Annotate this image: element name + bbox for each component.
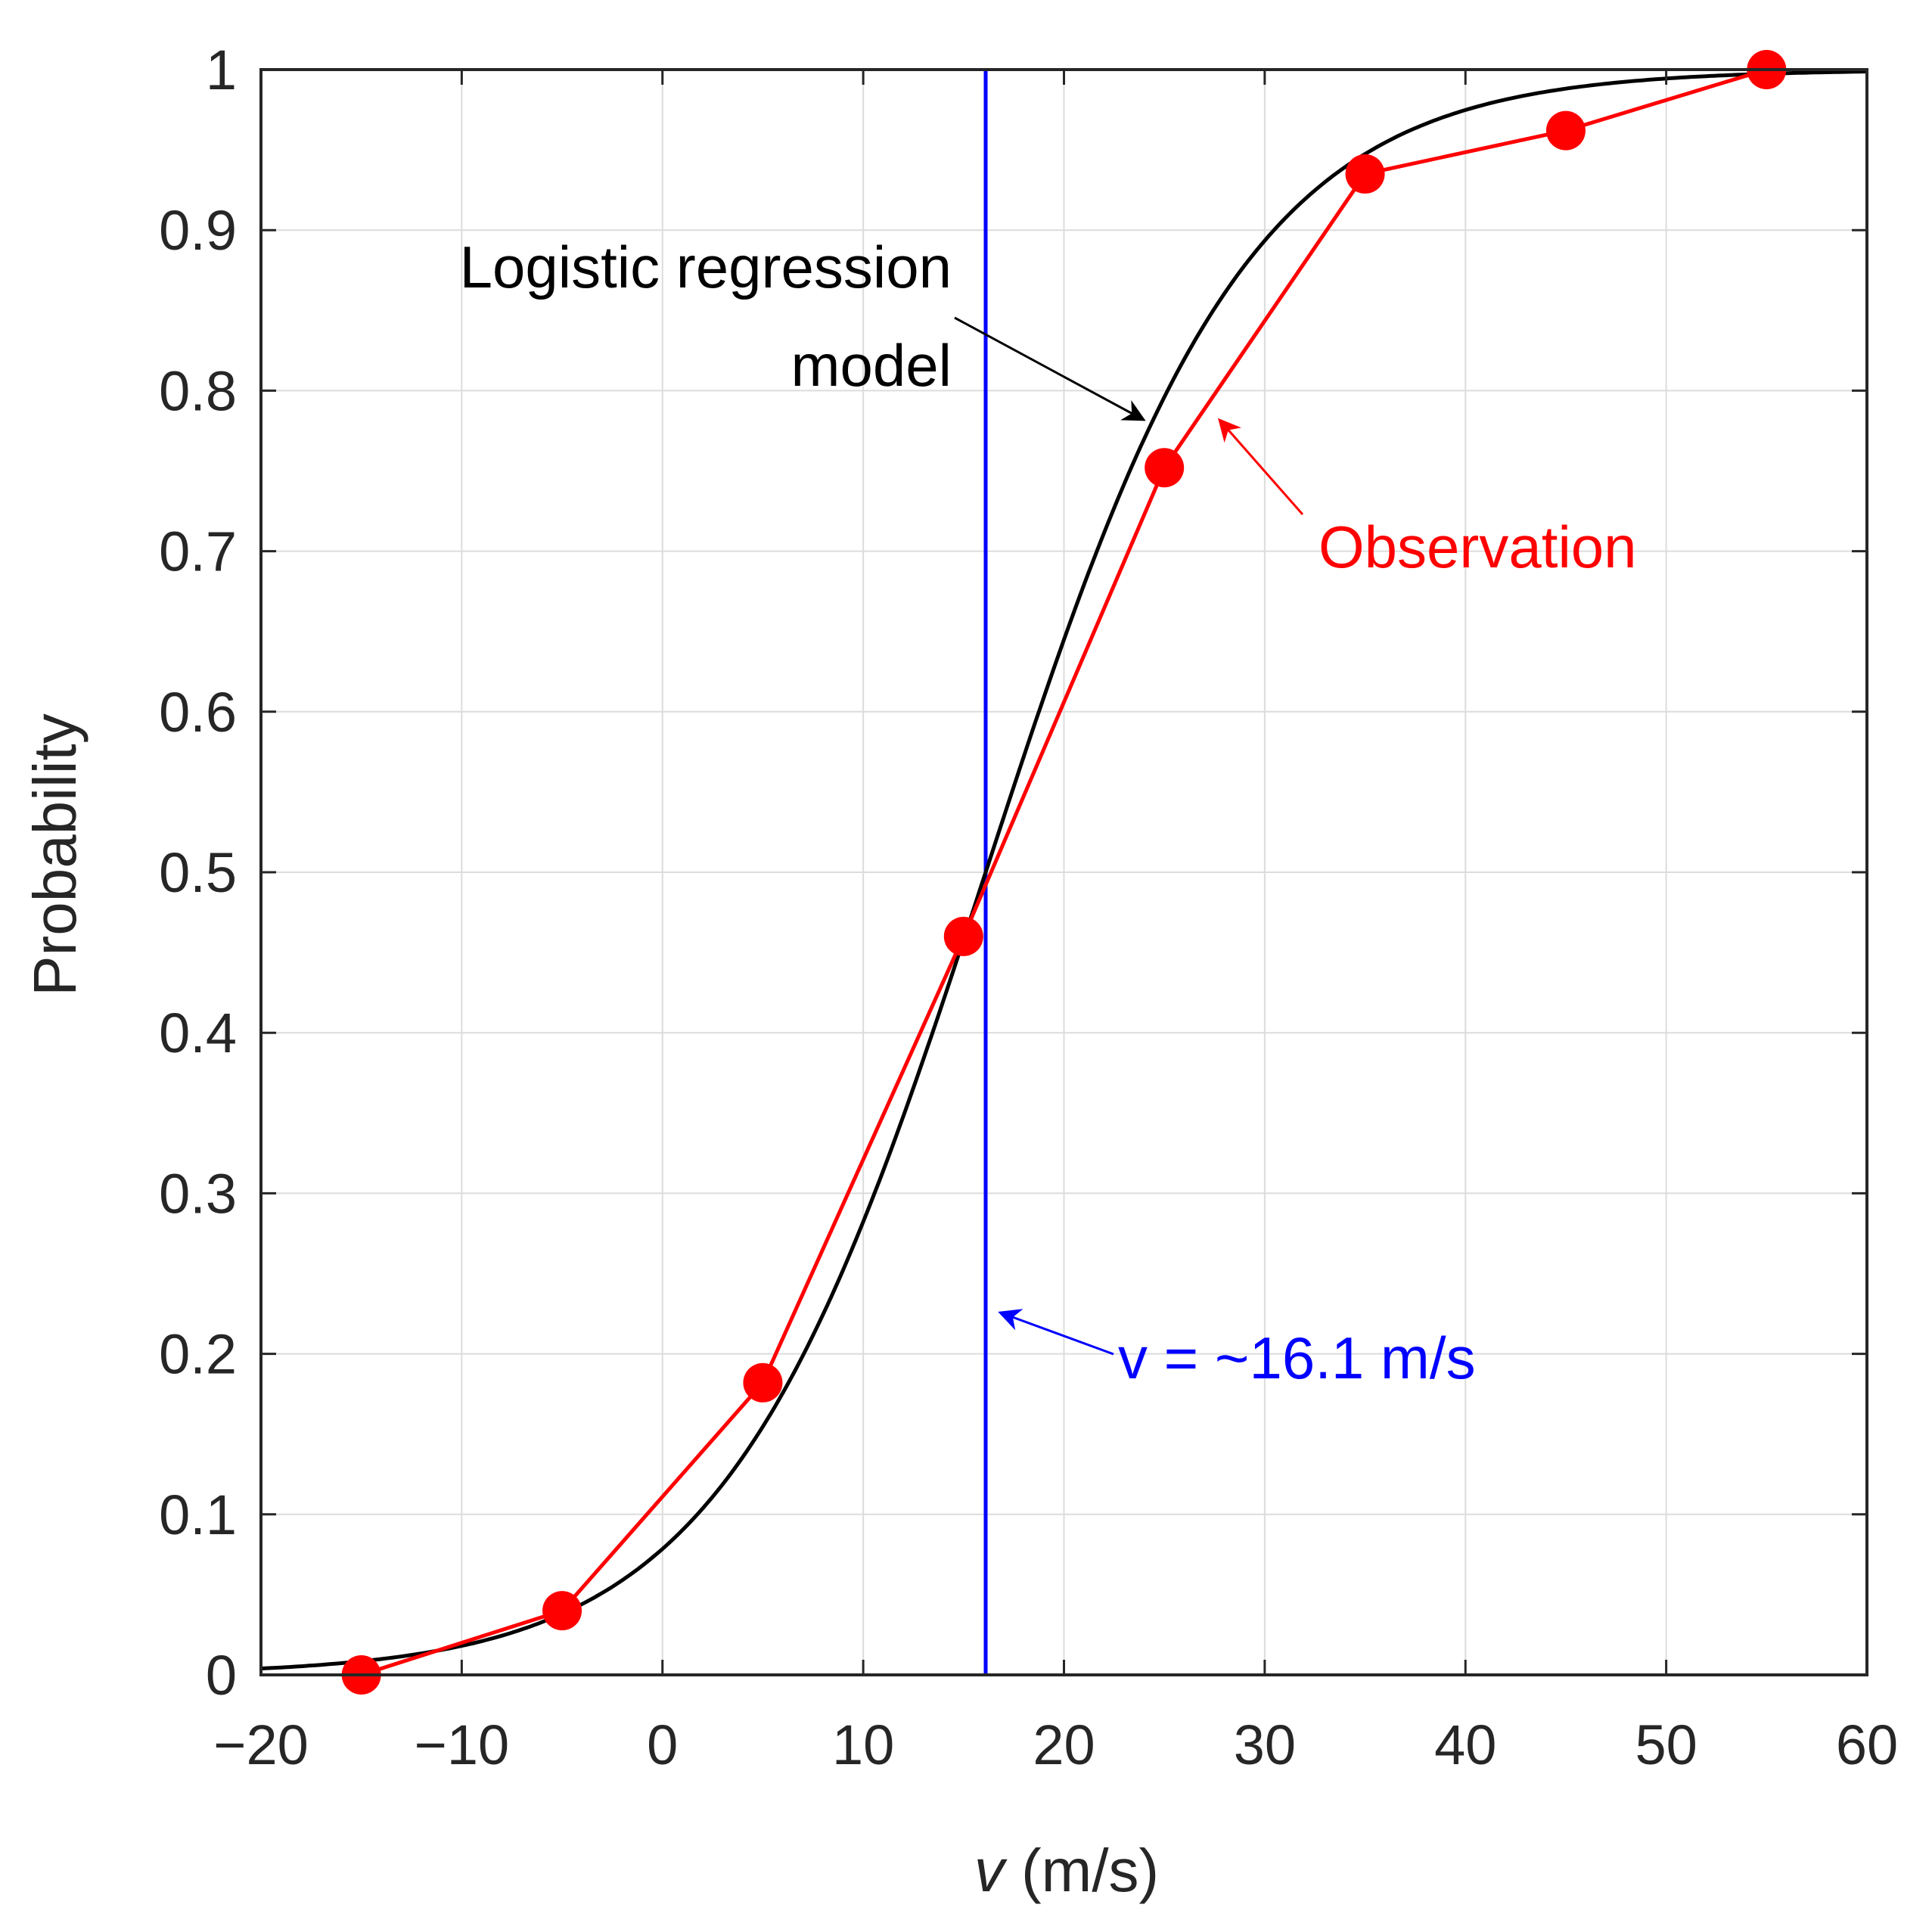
x-tick-label: 40 — [1434, 1713, 1496, 1776]
y-tick-label: 0.9 — [159, 199, 237, 262]
axis-ticks: −20 −10 0 10 20 30 40 50 60 0 0.1 0.2 0.3 0.4 0.5 0.6 0.… — [159, 39, 1898, 1776]
model-annotation-line1: Logistic regression — [460, 234, 952, 300]
x-tick-label: −20 — [213, 1713, 309, 1776]
observation-line — [360, 67, 1768, 1677]
x-tick-label: 10 — [832, 1713, 894, 1776]
observation-annotation: Observation — [1319, 514, 1637, 580]
observation-point — [1545, 110, 1586, 151]
observation-annotation-arrow — [1218, 418, 1304, 515]
y-tick-label: 0.1 — [159, 1483, 237, 1546]
x-tick-label: 30 — [1234, 1713, 1296, 1776]
x-axis-unit: (m/s) — [1005, 1837, 1159, 1904]
threshold-annotation: v = ~16.1 m/s — [1118, 1325, 1476, 1391]
y-tick-label: 0.8 — [159, 359, 237, 422]
observation-point — [943, 916, 983, 956]
observation-point — [1145, 448, 1185, 488]
y-tick-label: 0.5 — [159, 841, 237, 904]
observation-point — [1345, 154, 1385, 194]
plot-area — [260, 50, 1867, 1695]
grid-lines — [260, 69, 1868, 1676]
threshold-annotation-arrow — [998, 1309, 1114, 1356]
y-tick-label: 1 — [206, 39, 237, 101]
y-axis-label: Probability — [21, 713, 89, 996]
y-tick-label: 0.7 — [159, 520, 237, 583]
y-tick-label: 0.3 — [159, 1162, 237, 1225]
x-axis-label: v (m/s) — [974, 1837, 1159, 1904]
x-tick-label: −10 — [415, 1713, 510, 1776]
model-annotation-line2: model — [791, 332, 952, 399]
x-tick-label: 50 — [1635, 1713, 1697, 1776]
model-annotation-arrow — [954, 316, 1146, 421]
y-tick-label: 0 — [206, 1644, 237, 1707]
x-tick-label: 60 — [1836, 1713, 1898, 1776]
x-axis-variable: v — [974, 1837, 1008, 1904]
y-tick-label: 0.6 — [159, 681, 237, 744]
logistic-model-curve — [260, 70, 1867, 1671]
observation-point — [542, 1591, 582, 1631]
x-tick-label: 0 — [647, 1713, 678, 1776]
observation-point — [743, 1362, 783, 1403]
y-tick-label: 0.4 — [159, 1002, 237, 1064]
x-tick-label: 20 — [1033, 1713, 1095, 1776]
y-tick-label: 0.2 — [159, 1323, 237, 1386]
